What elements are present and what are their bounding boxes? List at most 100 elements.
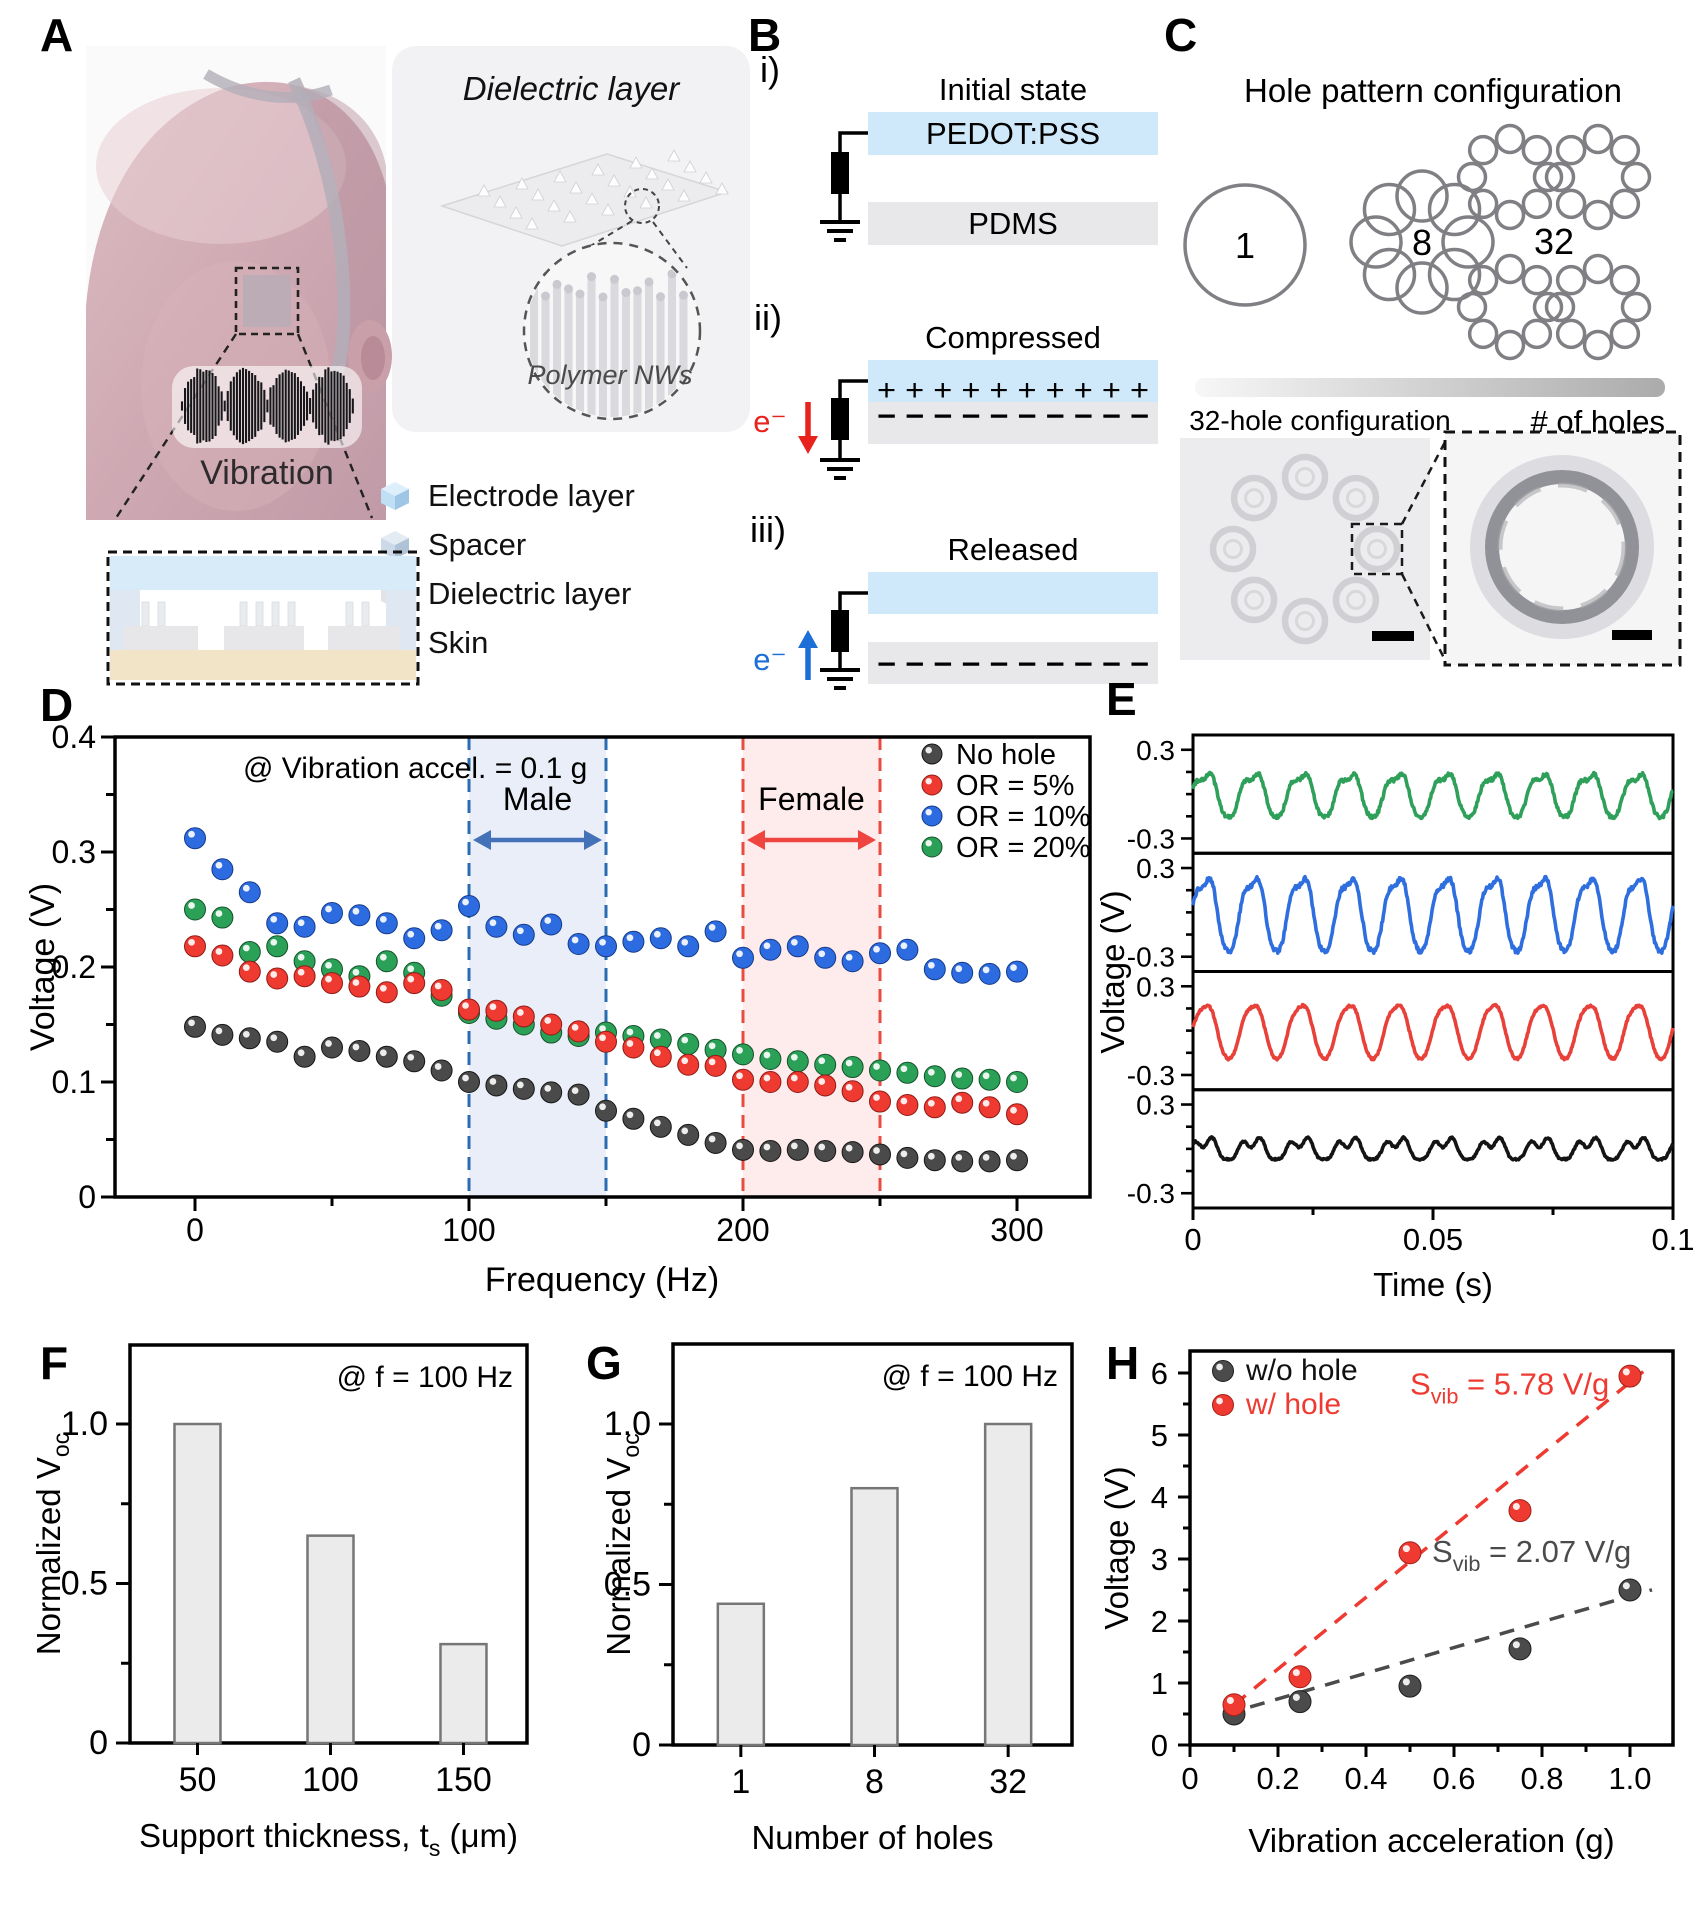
svg-text:4: 4 <box>1151 1480 1168 1515</box>
svg-text:0: 0 <box>1184 1222 1201 1257</box>
svg-text:Voltage (V): Voltage (V) <box>1098 1466 1135 1629</box>
svg-text:1: 1 <box>1151 1666 1168 1701</box>
trace-OR = 5% <box>1191 1002 1675 1062</box>
svg-text:@ Vibration accel. = 0.1 g: @ Vibration accel. = 0.1 g <box>243 752 587 785</box>
hole-pattern-panel: Hole pattern configuration 1 8 32 # of hol… <box>1180 72 1682 667</box>
panel-letter-b: B <box>748 9 782 61</box>
polymer-nws-label: Polymer NWs <box>527 360 692 390</box>
svg-text:0.5: 0.5 <box>61 1565 108 1603</box>
svg-text:0.8: 0.8 <box>1520 1761 1563 1796</box>
svg-text:w/ hole: w/ hole <box>1245 1388 1341 1421</box>
series-w/ hole <box>1222 1364 1642 1717</box>
svg-text:8: 8 <box>865 1763 884 1801</box>
zoom-line-right <box>652 221 688 269</box>
svg-text:5: 5 <box>1151 1418 1168 1453</box>
microscopy-images <box>1180 430 1682 667</box>
svg-text:1.0: 1.0 <box>1608 1761 1651 1796</box>
skin-layer <box>110 650 416 680</box>
bar-32 <box>983 1422 1033 1747</box>
svg-text:Male: Male <box>503 781 572 817</box>
negative-charges-released: − − − − − − − − − − <box>877 648 1149 681</box>
jaw-shadow <box>296 86 386 376</box>
series-OR = 5% <box>184 935 1028 1126</box>
svg-text:0: 0 <box>89 1724 108 1762</box>
material-cube-icon <box>381 531 409 559</box>
compressed-title: Compressed <box>925 320 1101 355</box>
svg-text:32: 32 <box>989 1763 1027 1801</box>
initial-state-title: Initial state <box>939 72 1087 107</box>
svg-text:0.05: 0.05 <box>1403 1222 1463 1257</box>
material-legend-label: Dielectric layer <box>428 576 632 611</box>
zoom-leader-left <box>114 333 238 519</box>
svg-text:1.0: 1.0 <box>61 1405 108 1443</box>
svg-text:Voltage (V): Voltage (V) <box>24 883 62 1051</box>
panel-letter-a: A <box>40 9 74 61</box>
svg-text:0.6: 0.6 <box>1432 1761 1475 1796</box>
svg-text:0.3: 0.3 <box>1136 735 1175 766</box>
svg-text:-0.3: -0.3 <box>1127 1060 1175 1091</box>
svg-text:-0.3: -0.3 <box>1127 1178 1175 1209</box>
svg-text:32: 32 <box>1534 221 1574 262</box>
chart-voltage-vs-frequency: Male Female 0 100 200 300 0 0.1 0.2 0.3 0.4 @ Vibra… <box>24 719 1092 1299</box>
svg-text:Svib = 5.78 V/g: Svib = 5.78 V/g <box>1410 1367 1609 1409</box>
svg-text:w/o hole: w/o hole <box>1245 1354 1358 1387</box>
panel-letter-f: F <box>40 1337 69 1389</box>
chart-voltage-waveforms: 0.3-0.30.3-0.30.3-0.30.3-0.30 0.05 0.1Time… <box>1094 733 1695 1303</box>
32-hole-config-label: 32-hole configuration <box>1189 405 1451 436</box>
trace-OR = 20% <box>1191 770 1675 821</box>
svg-text:Time (s): Time (s) <box>1373 1266 1493 1303</box>
material-cube-icon <box>381 482 409 510</box>
svg-text:Voltage (V): Voltage (V) <box>1094 890 1131 1053</box>
svg-text:0: 0 <box>632 1726 651 1764</box>
svg-text:1: 1 <box>1235 225 1255 266</box>
circuit-wire <box>838 591 868 670</box>
material-legend-label: Skin <box>428 625 489 660</box>
series-OR = 10% <box>184 827 1028 985</box>
panel-letter-h: H <box>1106 1337 1140 1389</box>
step-i-numeral: i) <box>760 49 780 90</box>
trace-No hole <box>1192 1135 1675 1162</box>
svg-text:0.3: 0.3 <box>1136 1090 1175 1121</box>
chin-highlight <box>96 88 346 244</box>
svg-text:Normalized Voc: Normalized Voc <box>30 1433 74 1655</box>
zoom-circle <box>624 188 660 224</box>
pdms-layer-compressed <box>868 402 1158 444</box>
negative-charges: − − − − − − − − − − <box>877 400 1149 433</box>
pedot-pss-layer-compressed <box>868 360 1158 402</box>
electron-arrowhead-up <box>798 630 818 648</box>
svg-text:0.2: 0.2 <box>1256 1761 1299 1796</box>
nanowire-plane <box>439 149 730 247</box>
bar-1 <box>716 1602 766 1747</box>
pedot-pss-layer-released <box>868 572 1158 614</box>
svg-text:0.2: 0.2 <box>52 949 96 985</box>
material-legend-label: Spacer <box>428 527 527 562</box>
svg-text:0.3: 0.3 <box>1136 971 1175 1002</box>
dielectric-island <box>124 626 198 650</box>
vibration-label: Vibration <box>200 454 334 492</box>
bar-8 <box>850 1486 899 1747</box>
pedot-pss-layer <box>868 112 1158 155</box>
pdms-layer-released <box>868 642 1158 684</box>
device-strap-top <box>203 69 333 103</box>
polymer-nanowires-view <box>522 241 702 421</box>
svg-text:No hole: No hole <box>956 739 1056 771</box>
material-legend-item: Electrode layer <box>378 478 635 514</box>
dielectric-island <box>328 626 400 650</box>
working-mechanism-schematic: i) Initial state PEDOT:PSS PDMS ii) Comp… <box>750 49 1158 690</box>
svg-text:Female: Female <box>758 781 865 817</box>
electron-label-down: e⁻ <box>753 404 787 439</box>
fit-line-w/ hole <box>1232 1370 1645 1707</box>
svg-text:6: 6 <box>1151 1356 1168 1391</box>
released-title: Released <box>948 532 1079 567</box>
svg-text:0.3: 0.3 <box>52 834 96 870</box>
hole-pattern-title: Hole pattern configuration <box>1244 72 1622 109</box>
ear-inner <box>361 336 385 380</box>
svg-text:0.1: 0.1 <box>1651 1222 1694 1257</box>
ground-symbol <box>820 220 860 242</box>
bar-100 <box>306 1534 355 1745</box>
material-legend-label: Electrode layer <box>428 478 635 513</box>
svg-text:OR = 20%: OR = 20% <box>956 832 1091 864</box>
trace-OR = 10% <box>1191 874 1675 956</box>
dielectric-inset-panel: Dielectric layer Polymer NWs <box>392 46 750 432</box>
ground-symbol <box>820 458 860 480</box>
